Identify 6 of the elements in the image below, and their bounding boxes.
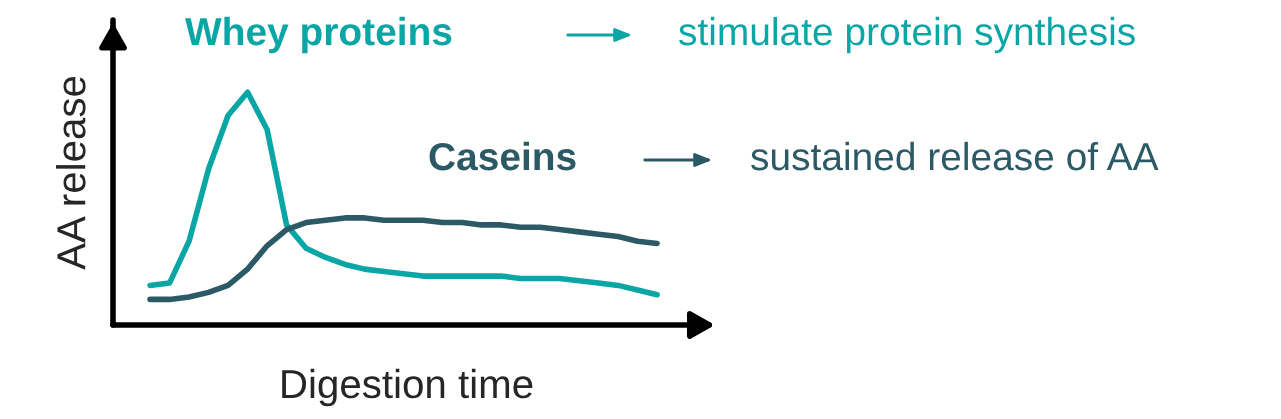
series-label: Whey proteins <box>185 16 452 54</box>
x-axis-title: Digestion time <box>282 368 533 407</box>
text: stimulate protein synthesis <box>679 16 1135 54</box>
y-axis-title: AA release <box>56 76 86 270</box>
text: sustained release of AA <box>751 141 1159 171</box>
series-label: Caseins <box>429 141 576 171</box>
